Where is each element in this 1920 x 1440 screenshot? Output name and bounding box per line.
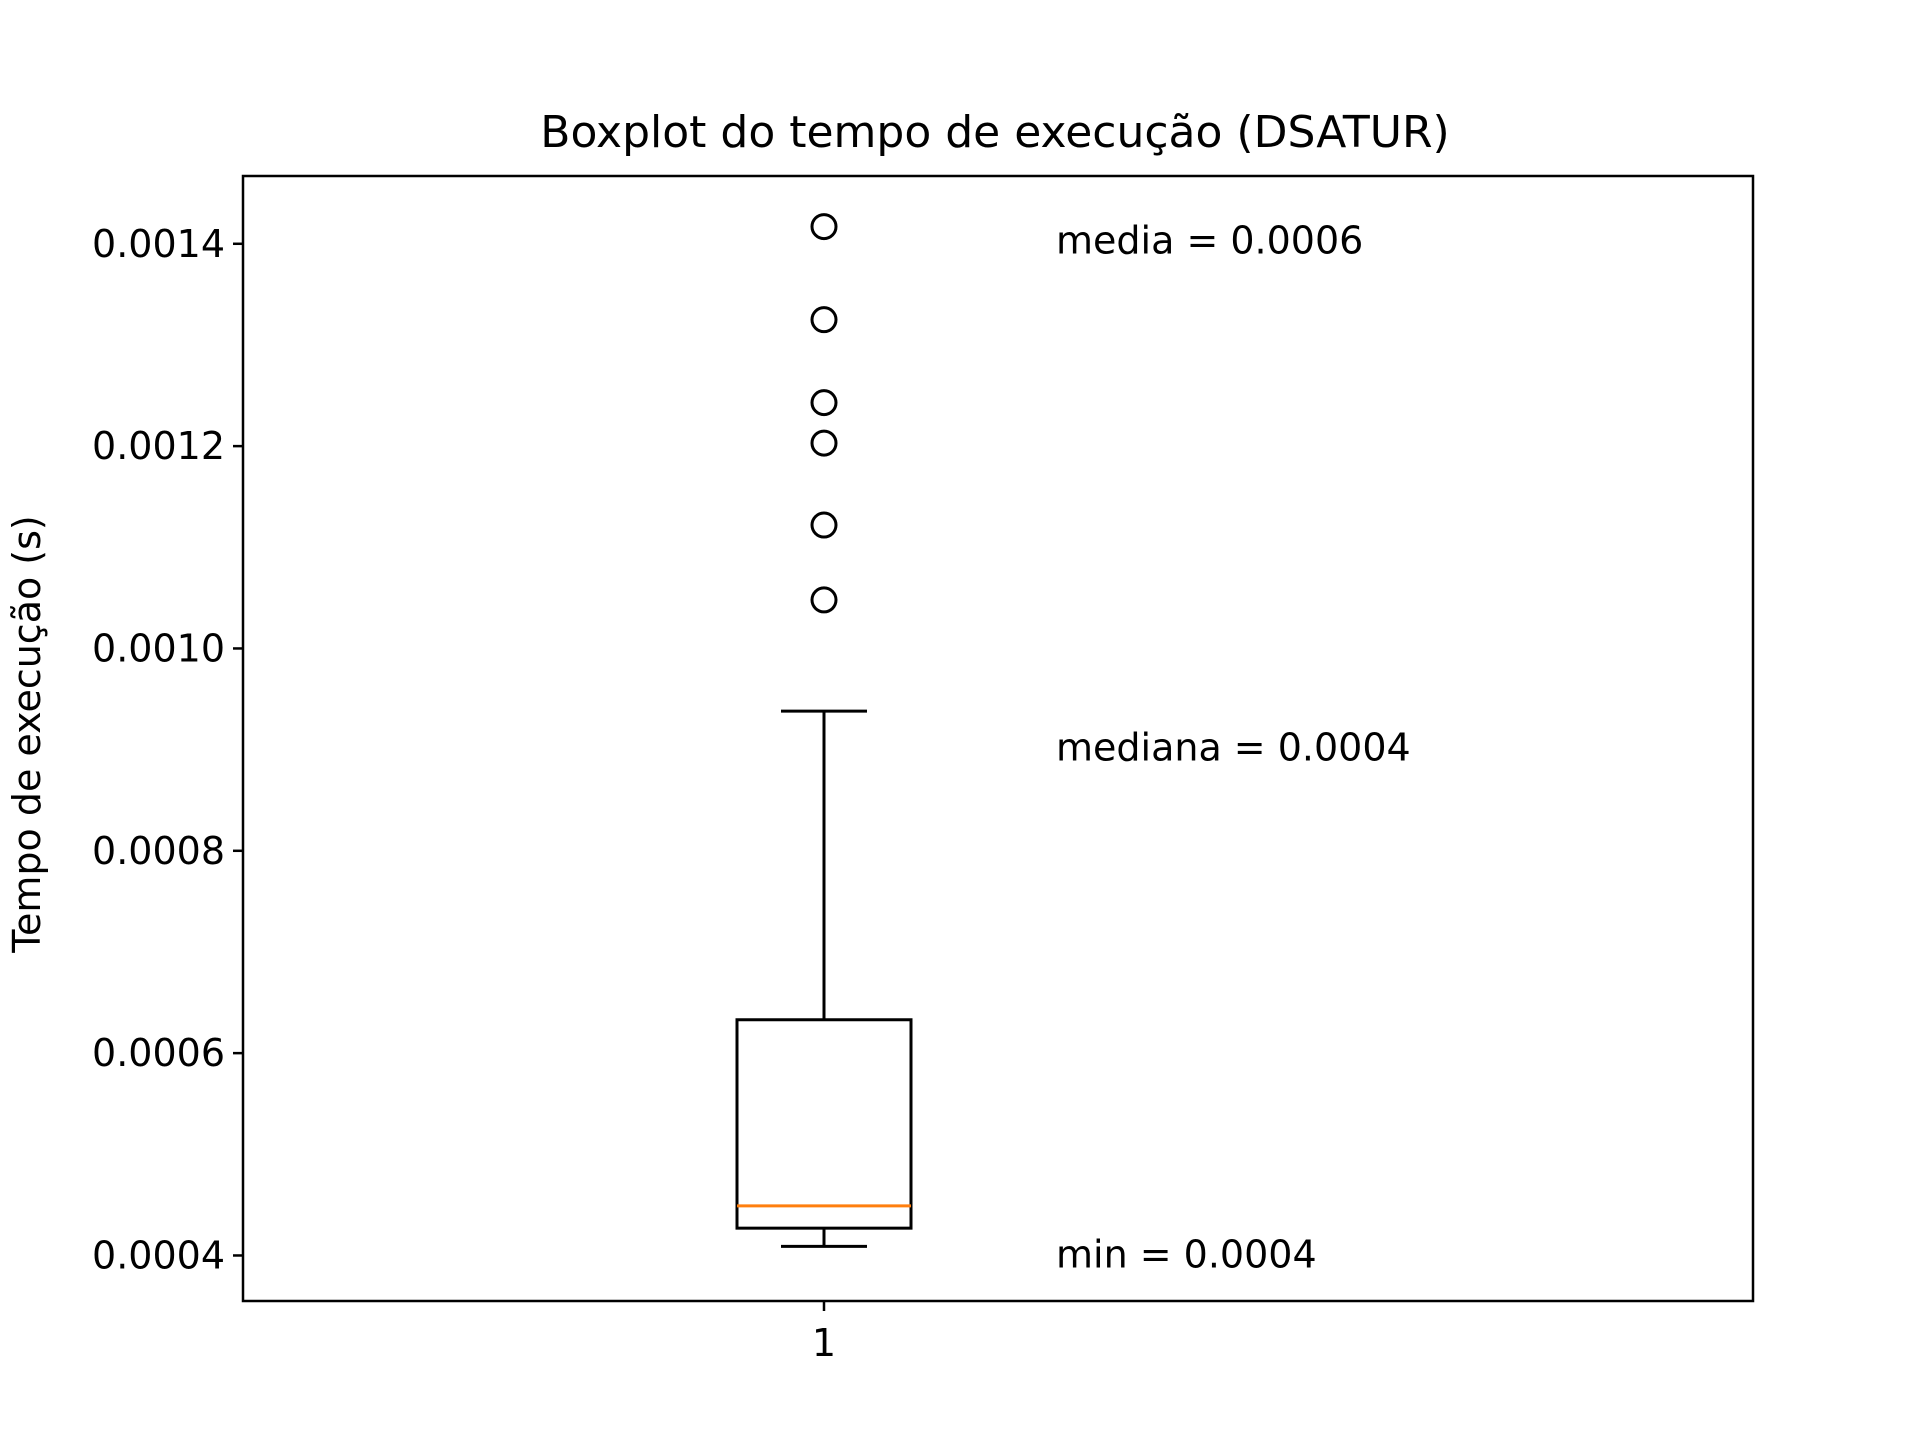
y-tick-label: 0.0006	[92, 1031, 225, 1075]
x-axis-ticks: 1	[812, 1301, 836, 1365]
outlier-points	[810, 213, 838, 614]
y-tick-label: 0.0004	[92, 1233, 225, 1277]
y-tick-label: 0.0008	[92, 829, 225, 873]
stat-annotation: min = 0.0004	[1056, 1232, 1317, 1276]
x-tick-label: 1	[812, 1321, 836, 1365]
y-tick-label: 0.0014	[92, 222, 225, 266]
outlier-point	[810, 306, 838, 334]
outlier-point	[810, 429, 838, 457]
y-tick-label: 0.0010	[92, 626, 225, 670]
outlier-point	[810, 389, 838, 417]
stat-annotations: media = 0.0006 mediana = 0.0004 min = 0.00…	[1056, 219, 1411, 1277]
stat-annotation: media = 0.0006	[1056, 219, 1363, 263]
y-axis-label: Tempo de execução (s)	[5, 515, 49, 954]
outlier-point	[810, 586, 838, 614]
box-and-whiskers	[735, 709, 913, 1248]
outlier-point	[810, 213, 838, 241]
outlier-point	[810, 511, 838, 539]
y-tick-label: 0.0012	[92, 424, 225, 468]
plot-area-frame	[241, 174, 1755, 1303]
interquartile-box	[735, 1018, 913, 1230]
chart-title: Boxplot do tempo de execução (DSATUR)	[540, 107, 1449, 158]
stat-annotation: mediana = 0.0004	[1056, 726, 1411, 770]
y-axis-ticks: 0.0004 0.0006 0.0008 0.0010 0.0012 0.0014	[92, 222, 243, 1277]
